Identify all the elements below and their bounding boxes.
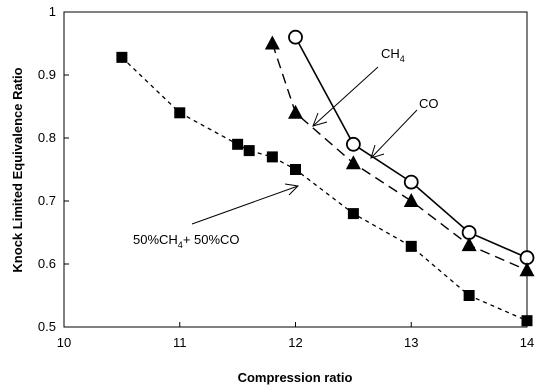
annotation-co: CO — [419, 96, 439, 111]
annotation-co-arrowhead — [370, 144, 385, 159]
point-co — [519, 250, 535, 266]
point-mix — [116, 51, 128, 63]
x-tick-label: 12 — [288, 335, 302, 350]
annotation-ch4: CH4 — [381, 46, 405, 64]
annotation-ch4-arrowhead — [312, 112, 328, 127]
point-mix — [290, 164, 301, 175]
series-line-co — [294, 36, 528, 259]
point-mix — [463, 290, 475, 301]
annotation-co-arrow — [370, 109, 418, 159]
series-mix — [116, 51, 533, 327]
x-tick-label: 13 — [404, 335, 418, 350]
point-co — [288, 29, 303, 45]
y-tick-label: 0.5 — [38, 319, 56, 334]
axis-ticks: 10 11 12 13 14 0.5 0.6 0.7 0.8 0.9 1 — [38, 4, 534, 350]
point-ch4 — [264, 35, 280, 50]
point-mix — [266, 151, 278, 163]
series-ch4 — [264, 35, 535, 277]
point-ch4 — [461, 237, 477, 252]
point-ch4 — [519, 262, 535, 277]
x-tick-label: 11 — [173, 335, 187, 350]
point-mix — [347, 208, 359, 220]
point-ch4 — [345, 155, 361, 170]
annotation-mix-arrowhead — [284, 183, 300, 196]
point-mix — [232, 138, 244, 150]
y-tick-label: 0.9 — [38, 67, 56, 82]
point-co — [403, 174, 419, 190]
annotation-ch4-text: CH — [381, 46, 400, 61]
point-ch4 — [288, 104, 303, 119]
series-co — [288, 29, 535, 266]
point-mix — [174, 107, 186, 119]
point-co — [461, 225, 477, 240]
point-co — [345, 136, 361, 152]
x-tick-label: 10 — [57, 335, 71, 350]
y-tick-label: 0.6 — [38, 256, 56, 271]
point-mix — [243, 145, 255, 157]
annotation-mix-sub: 4 — [178, 240, 183, 250]
y-tick-label: 0.8 — [38, 130, 56, 145]
annotations: CH4 CO 50%CH4+ 50%CO — [133, 46, 439, 250]
series-line-ch4 — [271, 43, 528, 271]
annotation-mix-arrow — [191, 185, 299, 225]
point-mix — [521, 315, 533, 327]
point-mix — [405, 240, 417, 252]
y-tick-label: 1 — [49, 4, 56, 19]
annotation-mix: 50%CH4+ 50%CO — [133, 232, 240, 250]
y-axis-title: Knock Limited Equivalence Ratio — [10, 67, 25, 272]
y-tick-label: 0.7 — [38, 193, 56, 208]
x-axis-title: Compression ratio — [238, 370, 353, 385]
series-line-mix — [121, 56, 528, 322]
point-ch4 — [403, 193, 419, 207]
annotation-ch4-sub: 4 — [400, 54, 405, 64]
annotation-mix-a: 50%CH — [133, 232, 178, 247]
series-layer — [116, 29, 535, 327]
annotation-ch4-arrow — [312, 66, 379, 127]
x-tick-label: 14 — [520, 335, 534, 350]
annotation-mix-b: + 50%CO — [183, 232, 240, 247]
